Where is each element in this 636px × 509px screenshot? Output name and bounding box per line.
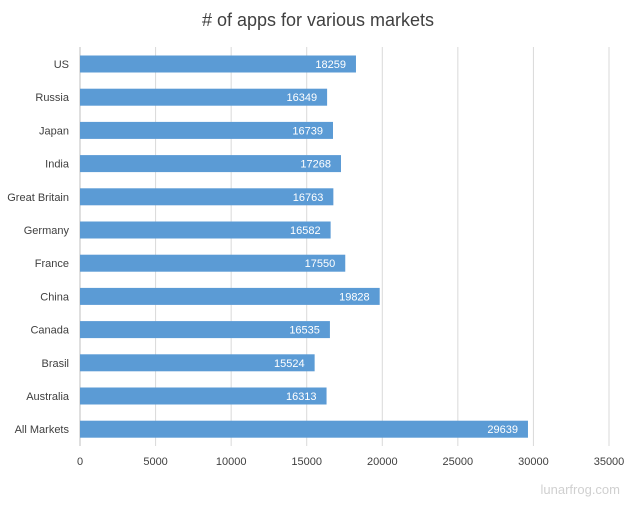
category-label-russia: Russia — [35, 92, 70, 104]
x-tick-label: 5000 — [143, 456, 167, 468]
bar-france — [80, 254, 346, 272]
data-label-japan: 16739 — [292, 125, 323, 137]
data-label-canada: 16535 — [289, 325, 320, 337]
data-label-all-markets: 29639 — [487, 424, 518, 436]
category-label-china: China — [40, 291, 70, 303]
category-label-brasil: Brasil — [41, 358, 69, 370]
data-label-germany: 16582 — [290, 225, 321, 237]
category-label-all-markets: All Markets — [15, 424, 70, 436]
x-axis-ticks: 0 5000 10000 15000 20000 25000 30000 35000 — [77, 456, 624, 468]
data-label-brasil: 15524 — [274, 358, 305, 370]
x-tick-label: 15000 — [291, 456, 322, 468]
data-label-australia: 16313 — [286, 391, 317, 403]
bar-great-britain — [80, 188, 334, 206]
category-labels: US Russia Japan India Great Britain Germany Fr… — [7, 59, 70, 436]
bar-all-markets — [80, 420, 528, 438]
bar-china — [80, 287, 380, 305]
x-tick-label: 10000 — [216, 456, 247, 468]
category-label-canada: Canada — [30, 325, 69, 337]
bars: 18259 16349 16739 17268 16763 16582 17550 19828… — [80, 55, 528, 438]
bar-germany — [80, 221, 331, 239]
data-label-great-britain: 16763 — [293, 192, 324, 204]
bar-brasil — [80, 354, 315, 372]
bar-japan — [80, 121, 333, 139]
category-label-great-britain: Great Britain — [7, 192, 69, 204]
x-tick-label: 35000 — [594, 456, 625, 468]
bar-india — [80, 155, 341, 173]
data-label-china: 19828 — [339, 291, 370, 303]
x-tick-label: 0 — [77, 456, 83, 468]
x-tick-label: 30000 — [518, 456, 549, 468]
bar-russia — [80, 88, 328, 106]
category-label-france: France — [35, 258, 69, 270]
bar-us — [80, 55, 356, 73]
category-label-australia: Australia — [26, 391, 70, 403]
category-label-us: US — [54, 59, 69, 71]
category-label-germany: Germany — [24, 225, 70, 237]
gridlines — [79, 47, 610, 446]
category-label-india: India — [45, 159, 70, 171]
x-tick-label: 25000 — [443, 456, 474, 468]
data-label-india: 17268 — [300, 159, 331, 171]
x-tick-label: 20000 — [367, 456, 398, 468]
watermark-text: lunarfrog.com — [541, 482, 620, 497]
category-label-japan: Japan — [39, 125, 69, 137]
bar-canada — [80, 321, 330, 339]
data-label-france: 17550 — [305, 258, 336, 270]
data-label-us: 18259 — [315, 59, 346, 71]
chart-title: # of apps for various markets — [202, 10, 434, 30]
bar-australia — [80, 387, 327, 405]
data-label-russia: 16349 — [287, 92, 318, 104]
